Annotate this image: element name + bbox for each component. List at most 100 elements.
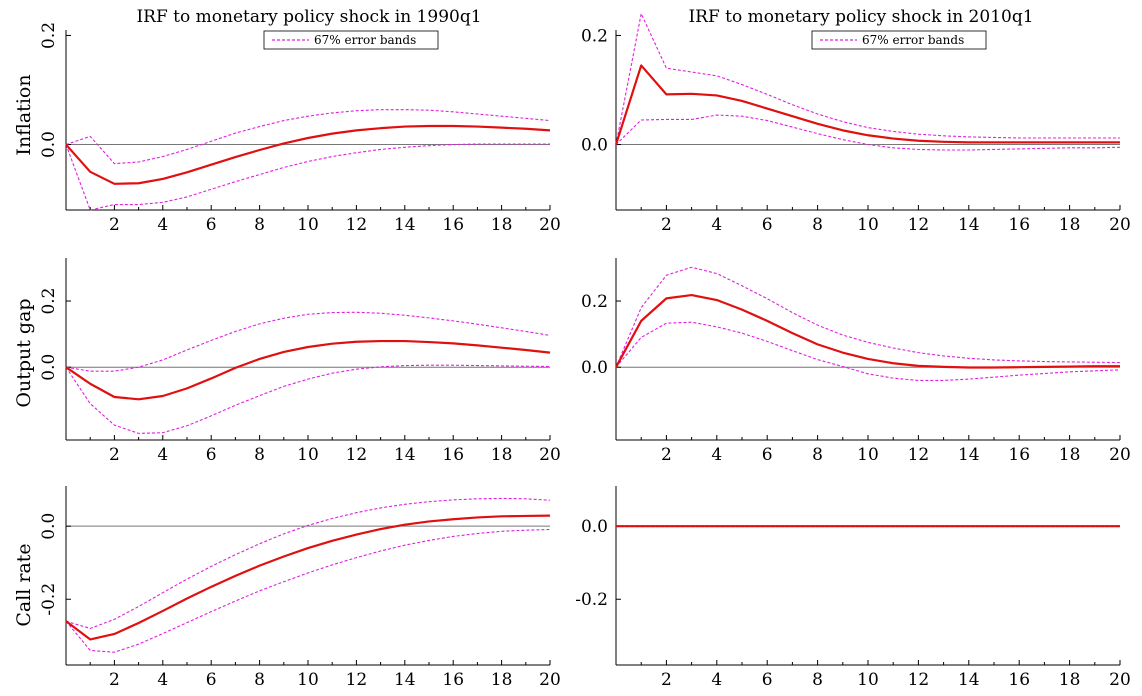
- x-tick-label: 4: [157, 445, 168, 465]
- x-tick-label: 12: [908, 670, 930, 690]
- lower-band-line: [65, 364, 551, 434]
- row-label-inflation: Inflation: [13, 74, 35, 155]
- x-tick-label: 6: [206, 215, 217, 235]
- x-tick-label: 14: [394, 215, 416, 235]
- upper-band-line: [615, 13, 1120, 145]
- x-tick-label: 2: [661, 445, 672, 465]
- x-tick-label: 2: [661, 215, 672, 235]
- y-tick-label: 0.0: [581, 358, 608, 378]
- y-tick-label: 0.0: [39, 131, 59, 158]
- x-tick-label: 8: [812, 445, 823, 465]
- x-tick-label: 16: [442, 445, 464, 465]
- panel-output-gap-2010: 0.0 0.2 2 4 6 8 10 12 14 16 18 20: [581, 258, 1131, 465]
- y-tick-label: 0.2: [39, 287, 59, 314]
- legend-label: 67% error bands: [314, 33, 416, 47]
- x-tick-label: 10: [857, 215, 879, 235]
- x-tick-label: 16: [442, 670, 464, 690]
- panel-inflation-2010: 0.0 0.2 2 4 6 8 10 12 14 16 18 20: [581, 13, 1131, 235]
- x-tick-label: 8: [812, 215, 823, 235]
- x-tick-label: 8: [254, 215, 265, 235]
- x-tick-label: 16: [442, 215, 464, 235]
- x-tick-label: 10: [857, 445, 879, 465]
- x-tick-label: 10: [297, 445, 319, 465]
- row-label-output-gap: Output gap: [13, 298, 35, 407]
- x-tick-label: 4: [711, 215, 722, 235]
- x-tick-label: 6: [762, 670, 773, 690]
- x-tick-label: 18: [1059, 670, 1081, 690]
- y-tick-label: 0.2: [581, 26, 608, 46]
- x-tick-label: 20: [1109, 445, 1131, 465]
- title-1990: IRF to monetary policy shock in 1990q1: [136, 7, 481, 27]
- x-tick-label: 14: [958, 215, 980, 235]
- x-tick-label: 18: [491, 445, 513, 465]
- x-tick-label: 12: [908, 445, 930, 465]
- x-tick-label: 2: [661, 670, 672, 690]
- panel-call-rate-2010: 0.0 -0.2 2 4 6 8 10 12 14 16 18 20: [575, 486, 1131, 690]
- lower-band-line: [65, 528, 551, 653]
- x-tick-label: 20: [1109, 215, 1131, 235]
- legend-1990: 67% error bands: [263, 30, 439, 50]
- y-tick-label: 0.2: [581, 292, 608, 312]
- title-2010: IRF to monetary policy shock in 2010q1: [688, 7, 1033, 27]
- y-tick-label: -0.2: [575, 590, 608, 610]
- lower-band-line: [65, 143, 550, 211]
- x-tick-label: 6: [762, 215, 773, 235]
- y-tick-label: 0.0: [581, 517, 608, 537]
- panel-output-gap-1990: 0.0 0.2 2 4 6 8 10 12 14 16 18 20: [39, 258, 561, 465]
- irf-line: [614, 64, 1120, 145]
- upper-band-line: [65, 109, 551, 165]
- x-tick-label: 16: [1008, 215, 1030, 235]
- lower-band-line: [615, 321, 1121, 381]
- lower-band-line: [615, 114, 1121, 151]
- x-tick-label: 6: [206, 445, 217, 465]
- row-label-call-rate: Call rate: [13, 543, 35, 626]
- x-tick-label: 14: [394, 445, 416, 465]
- x-tick-label: 14: [958, 670, 980, 690]
- x-tick-label: 12: [346, 670, 368, 690]
- x-tick-label: 2: [109, 670, 120, 690]
- y-tick-label: 0.0: [39, 354, 59, 381]
- x-tick-label: 2: [109, 445, 120, 465]
- x-tick-label: 12: [346, 215, 368, 235]
- irf-line: [65, 124, 551, 185]
- x-tick-label: 8: [812, 670, 823, 690]
- x-tick-label: 18: [491, 670, 513, 690]
- x-tick-label: 14: [958, 445, 980, 465]
- panel-call-rate-1990: 0.0 -0.2 2 4 6 8 10 12 14 16 18 20: [39, 486, 561, 690]
- x-tick-label: 8: [254, 445, 265, 465]
- x-tick-label: 16: [1008, 670, 1030, 690]
- x-tick-label: 20: [539, 215, 561, 235]
- y-tick-label: -0.2: [39, 583, 59, 616]
- x-tick-label: 10: [297, 670, 319, 690]
- x-tick-label: 18: [1059, 445, 1081, 465]
- x-tick-label: 4: [711, 445, 722, 465]
- x-tick-label: 12: [346, 445, 368, 465]
- x-tick-label: 4: [711, 670, 722, 690]
- x-tick-label: 20: [539, 445, 561, 465]
- irf-line: [65, 339, 551, 401]
- upper-band-line: [65, 497, 551, 630]
- x-tick-label: 10: [297, 215, 319, 235]
- irf-line: [65, 514, 551, 641]
- x-tick-label: 18: [491, 215, 513, 235]
- legend-2010: 67% error bands: [811, 30, 987, 50]
- irf-line: [615, 293, 1120, 369]
- panel-inflation-1990: 0.0 0.2 2 4 6 8 10 12 14 16 18 20: [39, 22, 561, 235]
- upper-band-line: [65, 311, 551, 372]
- legend-label: 67% error bands: [862, 33, 964, 47]
- x-tick-label: 18: [1059, 215, 1081, 235]
- y-tick-label: 0.0: [39, 513, 59, 540]
- legend-box: [811, 30, 987, 50]
- x-tick-label: 6: [762, 445, 773, 465]
- x-tick-label: 2: [109, 215, 120, 235]
- x-tick-label: 20: [1109, 670, 1131, 690]
- upper-band-line: [615, 266, 1121, 368]
- x-tick-label: 16: [1008, 445, 1030, 465]
- y-tick-label: 0.0: [581, 136, 608, 156]
- legend-box: [263, 30, 439, 50]
- x-tick-label: 4: [157, 670, 168, 690]
- x-tick-label: 8: [254, 670, 265, 690]
- y-tick-label: 0.2: [39, 22, 59, 49]
- x-tick-label: 6: [206, 670, 217, 690]
